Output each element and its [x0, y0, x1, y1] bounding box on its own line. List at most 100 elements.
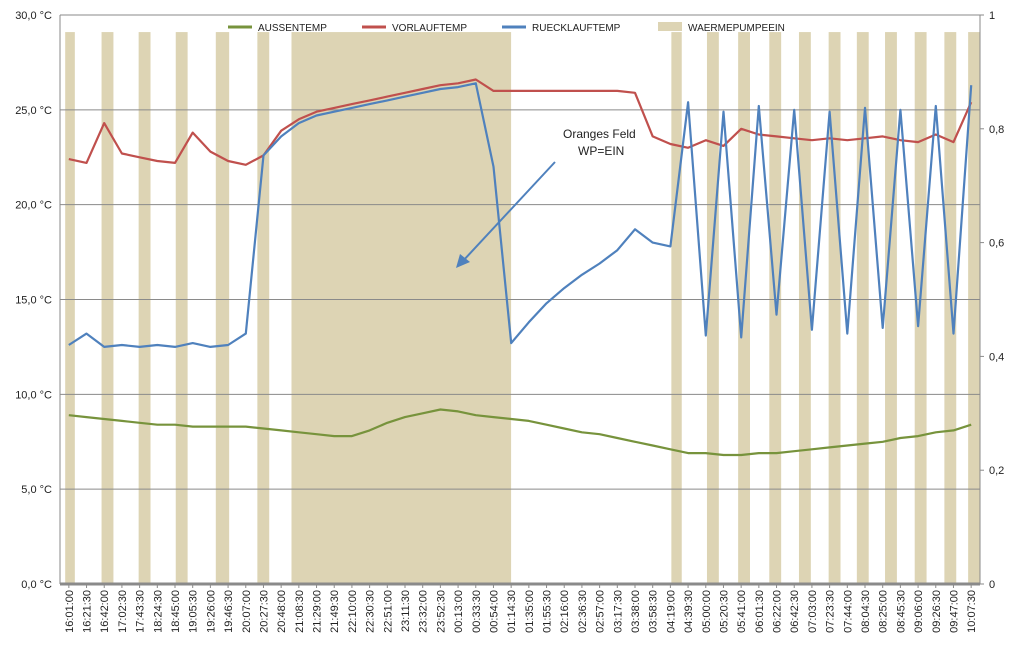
y-right-tick-label: 1: [989, 10, 995, 22]
heatpump-on-band: [215, 32, 230, 584]
heatpump-on-band: [798, 32, 811, 584]
x-tick-label: 18:45:00: [170, 590, 182, 633]
x-tick-label: 09:47:00: [948, 590, 960, 633]
series-line-vorlauftemp: [68, 78, 973, 166]
heatpump-on-band: [706, 32, 719, 584]
heatpump-on-band: [65, 32, 75, 584]
legend: AUSSENTEMP VORLAUFTEMP RUECKLAUFTEMP WAERME…: [228, 22, 785, 34]
heatpump-on-band: [944, 32, 957, 584]
y-left-tick-label: 15,0 °C: [15, 295, 52, 307]
x-tick-label: 08:25:00: [878, 590, 890, 633]
legend-label: WAERMEPUMPEEIN: [688, 23, 785, 34]
x-tick-label: 01:35:00: [524, 590, 536, 633]
x-tick-label: 00:54:00: [488, 590, 500, 633]
annotation-arrow-line: [461, 161, 556, 263]
y-right-tick-label: 0,6: [989, 238, 1004, 250]
y-left-tick-label: 25,0 °C: [15, 105, 52, 117]
y-right-tick-label: 0,8: [989, 124, 1004, 136]
y-axis-left-ticks: 0,0 °C 5,0 °C 10,0 °C 15,0 °C 20,0 °C 25,0 °C…: [15, 10, 52, 591]
x-tick-label: 20:27:30: [258, 590, 270, 633]
x-tick-label: 01:14:30: [506, 590, 518, 633]
y-left-tick-label: 0,0 °C: [21, 579, 52, 591]
annotation-line-2: WP=EIN: [578, 144, 624, 158]
x-tick-label: 02:16:00: [559, 590, 571, 633]
y-left-tick-label: 30,0 °C: [15, 10, 52, 22]
x-tick-label: 02:57:00: [595, 590, 607, 633]
heatpump-on-band: [257, 32, 270, 584]
x-tick-label: 07:44:00: [842, 590, 854, 633]
x-tick-label: 04:19:00: [665, 590, 677, 633]
x-tick-label: 19:05:30: [188, 590, 200, 633]
x-tick-label: 19:46:30: [223, 590, 235, 633]
heatpump-on-band: [885, 32, 897, 584]
heatpump-on-band: [291, 32, 512, 584]
x-tick-label: 00:13:00: [453, 590, 465, 633]
x-tick-label: 06:42:30: [789, 590, 801, 633]
x-tick-label: 06:01:30: [754, 590, 766, 633]
gridlines: [60, 14, 980, 585]
annotation-line-1: Oranges Feld: [563, 127, 636, 141]
x-tick-label: 17:02:30: [117, 590, 129, 633]
heatpump-on-band: [828, 32, 841, 584]
x-tick-label: 03:38:00: [630, 590, 642, 633]
y-right-tick-label: 0: [989, 579, 995, 591]
y-right-tick-label: 0,4: [989, 351, 1004, 363]
x-tick-label: 08:04:30: [860, 590, 872, 633]
x-tick-label: 19:26:00: [205, 590, 217, 633]
y-right-tick-label: 0,2: [989, 465, 1004, 477]
x-tick-label: 16:01:00: [64, 590, 76, 633]
y-left-tick-label: 10,0 °C: [15, 389, 52, 401]
annotation-arrowhead: [456, 254, 470, 268]
x-tick-label: 16:21:30: [82, 590, 94, 633]
x-tick-label: 09:26:30: [931, 590, 943, 633]
x-tick-label: 09:06:00: [913, 590, 925, 633]
series-lines: [68, 78, 973, 457]
x-tick-label: 03:17:30: [612, 590, 624, 633]
x-tick-label: 20:48:00: [276, 590, 288, 633]
heatpump-on-bands: [65, 32, 980, 584]
x-axis-ticks: 16:01:00 16:21:30 16:42:00 17:02:30 17:43:30…: [64, 584, 978, 633]
y-left-tick-label: 20,0 °C: [15, 200, 52, 212]
x-tick-label: 01:55:30: [542, 590, 554, 633]
x-tick-label: 22:30:30: [365, 590, 377, 633]
axes: [59, 15, 981, 586]
heatpump-on-band: [671, 32, 682, 584]
legend-label: RUECKLAUFTEMP: [532, 23, 621, 34]
x-tick-label: 21:08:30: [294, 590, 306, 633]
heatpump-on-band: [175, 32, 188, 584]
heatpump-on-band: [138, 32, 151, 584]
series-line-ruecklauftemp: [68, 82, 973, 348]
x-tick-label: 18:24:30: [152, 590, 164, 633]
x-tick-label: 10:07:30: [966, 590, 978, 633]
heatpump-on-band: [101, 32, 114, 584]
x-tick-label: 22:10:00: [347, 590, 359, 633]
x-tick-label: 07:23:30: [825, 590, 837, 633]
x-tick-label: 22:51:00: [382, 590, 394, 633]
x-tick-label: 16:42:00: [99, 590, 111, 633]
x-tick-label: 20:07:00: [241, 590, 253, 633]
x-tick-label: 02:36:30: [577, 590, 589, 633]
y-axis-right-ticks: 0 0,2 0,4 0,6 0,8 1: [980, 10, 1004, 591]
x-tick-label: 05:20:30: [718, 590, 730, 633]
x-tick-label: 03:58:30: [648, 590, 660, 633]
annotation: Oranges Feld WP=EIN: [456, 127, 636, 268]
x-tick-label: 04:39:30: [683, 590, 695, 633]
x-tick-label: 23:32:00: [418, 590, 430, 633]
x-tick-label: 23:11:30: [400, 590, 412, 632]
legend-swatch: [658, 22, 682, 31]
heatpump-on-band: [968, 32, 980, 584]
legend-label: AUSSENTEMP: [258, 23, 327, 34]
x-tick-label: 21:49:30: [329, 590, 341, 633]
x-tick-label: 05:00:00: [701, 590, 713, 633]
legend-label: VORLAUFTEMP: [392, 23, 467, 34]
x-tick-label: 00:33:30: [471, 590, 483, 633]
x-tick-label: 17:43:30: [135, 590, 147, 633]
x-tick-label: 21:29:00: [312, 590, 324, 633]
y-left-tick-label: 5,0 °C: [21, 484, 52, 496]
x-tick-label: 23:52:30: [435, 590, 447, 633]
x-tick-label: 05:41:00: [736, 590, 748, 633]
x-tick-label: 08:45:30: [895, 590, 907, 633]
x-tick-label: 06:22:00: [772, 590, 784, 633]
heatpump-on-band: [856, 32, 869, 584]
